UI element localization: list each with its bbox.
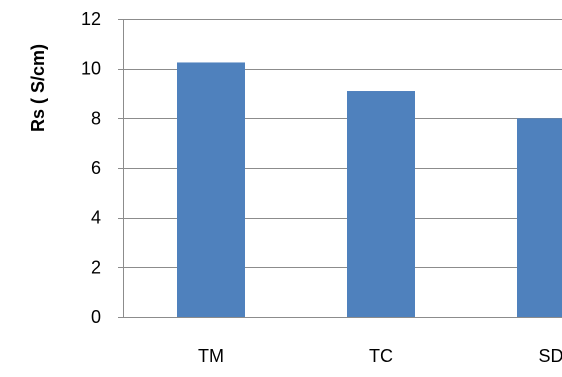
y-tick-label: 2 xyxy=(91,257,101,277)
bar-sd xyxy=(517,118,562,317)
y-tick-label: 12 xyxy=(81,9,101,29)
y-axis-title: Rs ( S/cm) xyxy=(28,44,48,132)
x-tick-label-sd: SD xyxy=(538,346,562,366)
y-tick-label: 6 xyxy=(91,158,101,178)
axes xyxy=(118,19,562,318)
y-tick-label: 8 xyxy=(91,108,101,128)
bar-tc xyxy=(347,91,415,318)
y-tick-label: 0 xyxy=(91,307,101,327)
x-tick-label-tc: TC xyxy=(369,346,393,366)
tick-labels: 0 2 4 6 8 10 12 TM TC SD xyxy=(81,9,562,366)
bar-tm xyxy=(177,62,245,318)
x-tick-label-tm: TM xyxy=(198,346,224,366)
bars xyxy=(177,62,562,318)
y-tick-label: 4 xyxy=(91,208,101,228)
y-tick-label: 10 xyxy=(81,59,101,79)
